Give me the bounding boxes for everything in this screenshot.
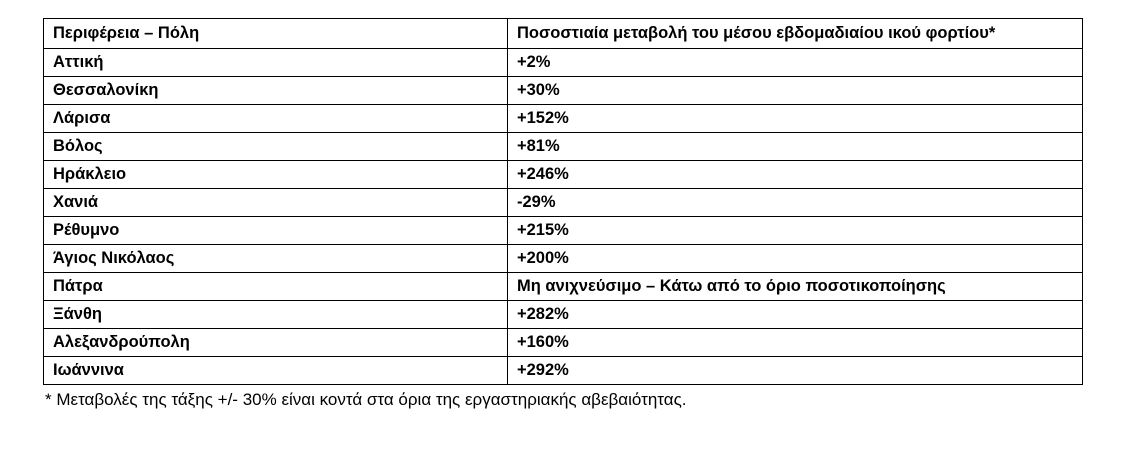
header-change: Ποσοστιαία μεταβολή του μέσου εβδομαδιαί… bbox=[507, 18, 1083, 49]
cell-region: Πάτρα bbox=[43, 272, 508, 301]
cell-change: +200% bbox=[507, 244, 1083, 273]
table-row: Χανιά -29% bbox=[43, 188, 1083, 217]
table-row: Άγιος Νικόλαος +200% bbox=[43, 244, 1083, 273]
cell-change: +160% bbox=[507, 328, 1083, 357]
header-region: Περιφέρεια – Πόλη bbox=[43, 18, 508, 49]
cell-region: Ηράκλειο bbox=[43, 160, 508, 189]
table-row: Θεσσαλονίκη +30% bbox=[43, 76, 1083, 105]
table-body: Αττική +2% Θεσσαλονίκη +30% Λάρισα +152% Βόλος… bbox=[43, 48, 1083, 385]
table-row: Ρέθυμνο +215% bbox=[43, 216, 1083, 245]
document: Περιφέρεια – Πόλη Ποσοστιαία μεταβολή το… bbox=[43, 18, 1083, 411]
table-row: Ιωάννινα +292% bbox=[43, 356, 1083, 385]
table-row: Ξάνθη +282% bbox=[43, 300, 1083, 329]
cell-change: +30% bbox=[507, 76, 1083, 105]
table-row: Αλεξανδρούπολη +160% bbox=[43, 328, 1083, 357]
footnote: * Μεταβολές της τάξης +/- 30% είναι κοντ… bbox=[45, 390, 687, 409]
cell-change: Μη ανιχνεύσιμο – Κάτω από το όριο ποσοτι… bbox=[507, 272, 1083, 301]
cell-region: Άγιος Νικόλαος bbox=[43, 244, 508, 273]
cell-region: Αλεξανδρούπολη bbox=[43, 328, 508, 357]
cell-change: +215% bbox=[507, 216, 1083, 245]
cell-region: Αττική bbox=[43, 48, 508, 77]
cell-region: Χανιά bbox=[43, 188, 508, 217]
cell-region: Ρέθυμνο bbox=[43, 216, 508, 245]
cell-change: -29% bbox=[507, 188, 1083, 217]
table-header-row: Περιφέρεια – Πόλη Ποσοστιαία μεταβολή το… bbox=[43, 18, 1083, 49]
cell-region: Ξάνθη bbox=[43, 300, 508, 329]
cell-region: Βόλος bbox=[43, 132, 508, 161]
cell-change: +282% bbox=[507, 300, 1083, 329]
table-row: Ηράκλειο +246% bbox=[43, 160, 1083, 189]
table-row: Λάρισα +152% bbox=[43, 104, 1083, 133]
table-row: Αττική +2% bbox=[43, 48, 1083, 77]
viral-load-table: Περιφέρεια – Πόλη Ποσοστιαία μεταβολή το… bbox=[43, 18, 1083, 385]
cell-change: +246% bbox=[507, 160, 1083, 189]
cell-change: +81% bbox=[507, 132, 1083, 161]
cell-region: Θεσσαλονίκη bbox=[43, 76, 508, 105]
table-row: Πάτρα Μη ανιχνεύσιμο – Κάτω από το όριο π… bbox=[43, 272, 1083, 301]
cell-change: +2% bbox=[507, 48, 1083, 77]
cell-change: +152% bbox=[507, 104, 1083, 133]
cell-region: Λάρισα bbox=[43, 104, 508, 133]
cell-region: Ιωάννινα bbox=[43, 356, 508, 385]
cell-change: +292% bbox=[507, 356, 1083, 385]
table-row: Βόλος +81% bbox=[43, 132, 1083, 161]
